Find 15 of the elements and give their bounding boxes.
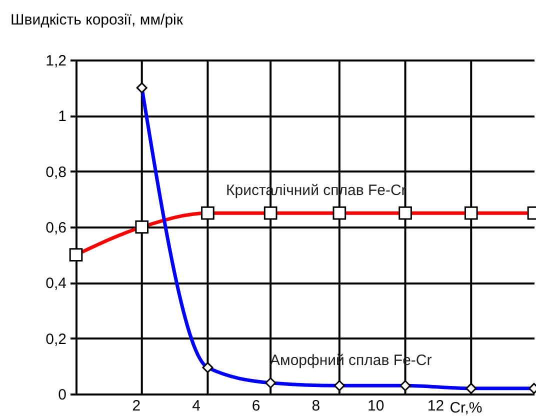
x-tick-label: 8	[312, 398, 320, 414]
y-tick-label: 0	[58, 386, 66, 404]
y-tick-label: 0,4	[46, 275, 66, 292]
y-tick-label: 0,8	[46, 164, 66, 181]
x-tick-label: 6	[252, 398, 260, 414]
x-axis-title: Cr,%	[450, 400, 482, 416]
y-tick-label: 1	[58, 108, 66, 126]
x-tick-label: 4	[192, 398, 200, 414]
y-tick-label: 0,6	[46, 220, 66, 236]
y-tick-label: 1,2	[46, 52, 66, 70]
x-tick-label: 10	[368, 398, 384, 414]
x-tick-label: 12	[427, 398, 444, 414]
y-tick-label: 0,2	[46, 330, 66, 348]
y-axis-title: Швидкість корозії, мм/рік	[10, 12, 184, 28]
x-tick-label: 2	[132, 398, 141, 414]
